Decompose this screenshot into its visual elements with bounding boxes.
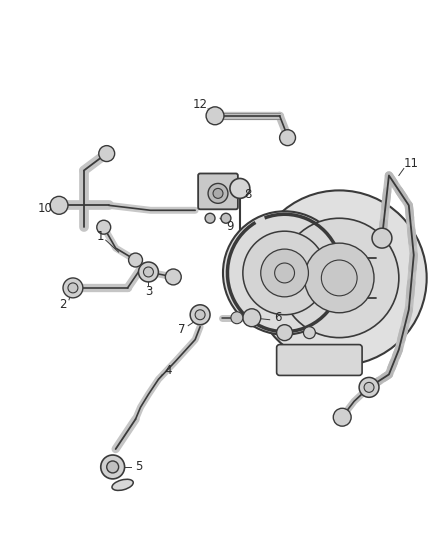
- Circle shape: [205, 213, 215, 223]
- Text: 2: 2: [59, 298, 67, 311]
- Circle shape: [97, 220, 111, 234]
- FancyBboxPatch shape: [198, 173, 238, 209]
- Circle shape: [63, 278, 83, 298]
- Circle shape: [223, 211, 346, 335]
- Text: 5: 5: [135, 461, 142, 473]
- Circle shape: [304, 327, 315, 338]
- Text: 7: 7: [178, 323, 186, 336]
- Ellipse shape: [112, 479, 133, 490]
- FancyBboxPatch shape: [277, 345, 362, 375]
- Circle shape: [304, 243, 374, 313]
- Circle shape: [206, 107, 224, 125]
- Circle shape: [138, 262, 159, 282]
- Circle shape: [243, 309, 261, 327]
- Text: 6: 6: [274, 311, 281, 324]
- Circle shape: [243, 231, 326, 315]
- Circle shape: [359, 377, 379, 397]
- Circle shape: [333, 408, 351, 426]
- Circle shape: [190, 305, 210, 325]
- Circle shape: [279, 130, 296, 146]
- Circle shape: [195, 310, 205, 320]
- Text: 8: 8: [244, 188, 251, 201]
- Circle shape: [252, 190, 427, 366]
- Circle shape: [279, 218, 399, 337]
- Text: 12: 12: [193, 99, 208, 111]
- Circle shape: [261, 249, 308, 297]
- Circle shape: [372, 228, 392, 248]
- Text: 9: 9: [226, 220, 234, 233]
- Circle shape: [221, 213, 231, 223]
- Text: 10: 10: [38, 202, 53, 215]
- Text: 11: 11: [403, 157, 418, 170]
- Circle shape: [213, 188, 223, 198]
- Circle shape: [321, 260, 357, 296]
- Text: 3: 3: [145, 285, 152, 298]
- Circle shape: [129, 253, 142, 267]
- Circle shape: [68, 283, 78, 293]
- Circle shape: [208, 183, 228, 203]
- Circle shape: [165, 269, 181, 285]
- Circle shape: [101, 455, 124, 479]
- Text: 4: 4: [165, 364, 172, 377]
- Ellipse shape: [275, 263, 294, 283]
- Circle shape: [107, 461, 119, 473]
- Circle shape: [364, 382, 374, 392]
- Circle shape: [99, 146, 115, 161]
- Circle shape: [231, 312, 243, 324]
- Circle shape: [277, 325, 293, 341]
- Circle shape: [230, 179, 250, 198]
- Circle shape: [144, 267, 153, 277]
- Circle shape: [50, 196, 68, 214]
- Text: 1: 1: [97, 230, 105, 243]
